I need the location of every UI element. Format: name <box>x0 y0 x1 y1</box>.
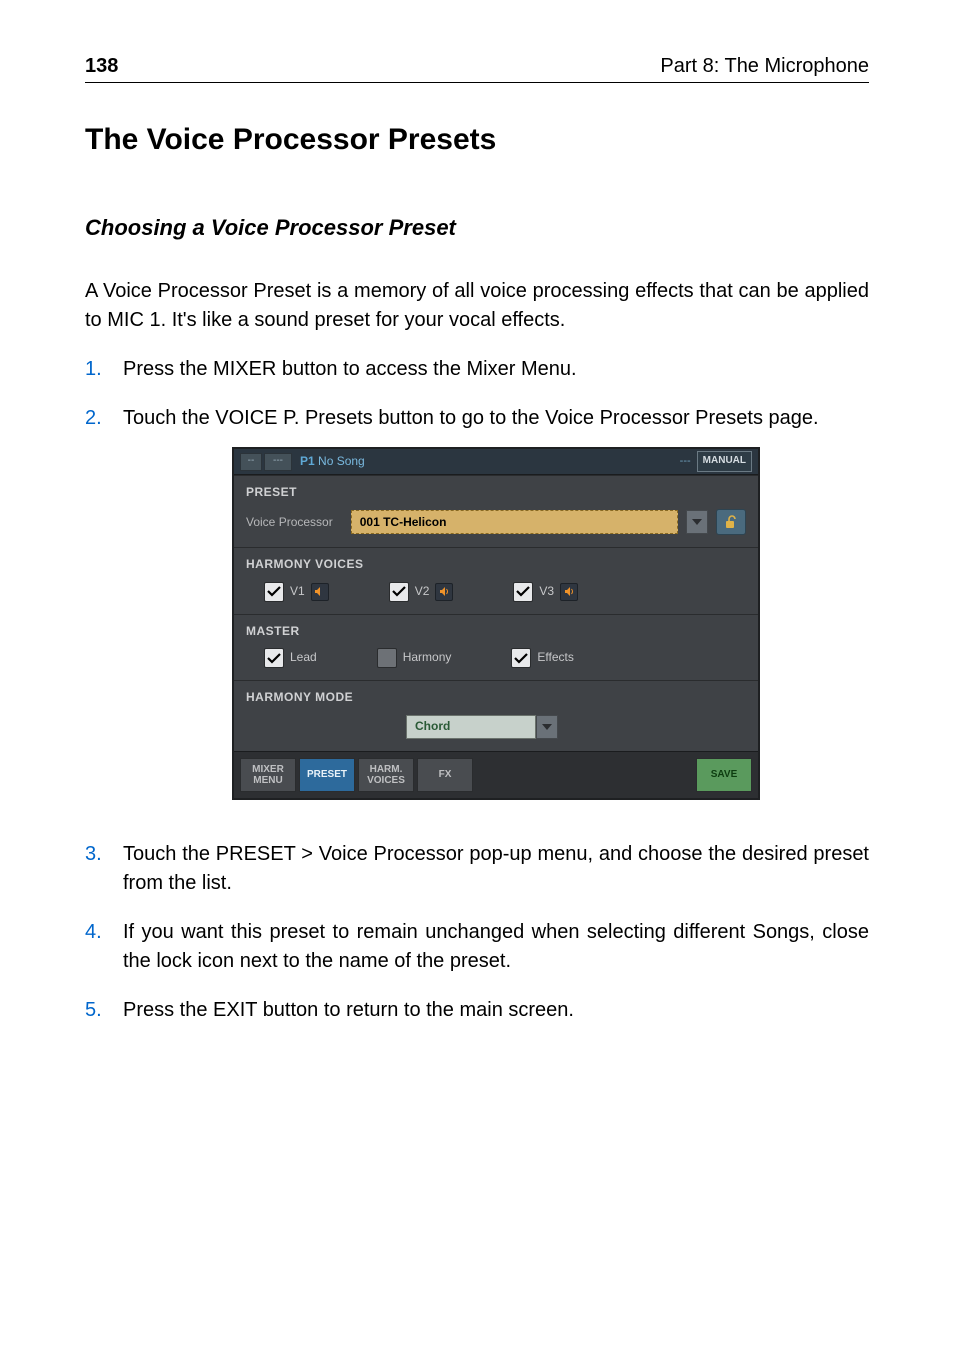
check-icon <box>516 586 530 597</box>
voice-2-checkbox[interactable] <box>389 582 409 602</box>
master-harmony-label: Harmony <box>403 649 452 666</box>
topbar-manual-button[interactable]: MANUAL <box>697 451 752 472</box>
chevron-down-icon <box>542 724 552 730</box>
tab-mixer-menu[interactable]: MIXER MENU <box>240 758 296 792</box>
topbar-dashes: --- <box>680 454 691 470</box>
tab-harm-l2: VOICES <box>367 775 405 786</box>
master-lead-label: Lead <box>290 649 317 666</box>
check-icon <box>267 586 281 597</box>
device-bottom-tabs: MIXER MENU PRESET HARM. VOICES FX SAVE <box>234 751 758 798</box>
preset-lock-button[interactable] <box>716 509 746 535</box>
step-3: Touch the PRESET > Voice Processor pop-u… <box>85 840 869 898</box>
harmony-mode-dropdown-button[interactable] <box>536 715 558 739</box>
device-window: -- --- P1 No Song --- MANUAL PRESET Voic… <box>232 447 760 800</box>
voice-3: V3 <box>513 582 578 602</box>
harmony-mode-section: HARMONY MODE Chord <box>234 680 758 750</box>
speaker-icon <box>439 586 450 597</box>
voice-2: V2 <box>389 582 454 602</box>
preset-sublabel: Voice Processor <box>246 514 333 531</box>
master-section: MASTER Lead Harmony <box>234 614 758 680</box>
harmony-voices-section: HARMONY VOICES V1 <box>234 547 758 613</box>
tab-harm-l1: HARM. <box>370 764 403 775</box>
tab-fx[interactable]: FX <box>417 758 473 792</box>
part-title: Part 8: The Microphone <box>660 55 869 78</box>
step-2: Touch the VOICE P. Presets button to go … <box>85 404 869 800</box>
device-screenshot: -- --- P1 No Song --- MANUAL PRESET Voic… <box>123 447 869 800</box>
step-4: If you want this preset to remain unchan… <box>85 918 869 976</box>
preset-section: PRESET Voice Processor 001 TC-Helicon <box>234 475 758 547</box>
voice-3-mute[interactable] <box>560 583 578 601</box>
device-topbar: -- --- P1 No Song --- MANUAL <box>234 449 758 475</box>
harmony-mode-label: HARMONY MODE <box>246 689 746 706</box>
lock-open-icon <box>724 515 738 529</box>
step-1: Press the MIXER button to access the Mix… <box>85 355 869 384</box>
check-icon <box>392 586 406 597</box>
tab-mixer-menu-l1: MIXER <box>252 764 284 775</box>
master-lead-checkbox[interactable] <box>264 648 284 668</box>
speaker-icon <box>564 586 575 597</box>
preset-value-field[interactable]: 001 TC-Helicon <box>351 510 678 534</box>
voice-1-label: V1 <box>290 583 305 600</box>
voice-1-checkbox[interactable] <box>264 582 284 602</box>
steps-list: Press the MIXER button to access the Mix… <box>85 355 869 1025</box>
voice-3-label: V3 <box>539 583 554 600</box>
step-2-text: Touch the VOICE P. Presets button to go … <box>123 407 819 429</box>
harmony-mode-field[interactable]: Chord <box>406 715 536 739</box>
check-icon <box>267 653 281 664</box>
master-harmony-checkbox[interactable] <box>377 648 397 668</box>
tab-harm-voices[interactable]: HARM. VOICES <box>358 758 414 792</box>
topbar-box-1[interactable]: -- <box>240 453 262 471</box>
harmony-voices-label: HARMONY VOICES <box>246 556 746 573</box>
preset-dropdown-button[interactable] <box>686 510 708 534</box>
voice-2-label: V2 <box>415 583 430 600</box>
voice-3-checkbox[interactable] <box>513 582 533 602</box>
voice-1-mute[interactable] <box>311 583 329 601</box>
master-lead: Lead <box>264 648 317 668</box>
tab-preset[interactable]: PRESET <box>299 758 355 792</box>
master-label: MASTER <box>246 623 746 640</box>
chevron-down-icon <box>692 519 702 525</box>
main-heading: The Voice Processor Presets <box>85 123 869 157</box>
preset-section-label: PRESET <box>246 484 746 501</box>
tab-mixer-menu-l2: MENU <box>253 775 282 786</box>
voice-1: V1 <box>264 582 329 602</box>
check-icon <box>514 653 528 664</box>
speaker-icon <box>314 586 325 597</box>
page-header: 138 Part 8: The Microphone <box>85 55 869 83</box>
master-effects: Effects <box>511 648 573 668</box>
master-harmony: Harmony <box>377 648 452 668</box>
master-effects-checkbox[interactable] <box>511 648 531 668</box>
page-number: 138 <box>85 55 118 78</box>
voice-2-mute[interactable] <box>435 583 453 601</box>
step-5: Press the EXIT button to return to the m… <box>85 996 869 1025</box>
topbar-p1: P1 <box>300 454 315 468</box>
master-effects-label: Effects <box>537 649 573 666</box>
sub-heading: Choosing a Voice Processor Preset <box>85 215 869 241</box>
topbar-title: P1 No Song <box>300 453 365 470</box>
tab-save[interactable]: SAVE <box>696 758 752 792</box>
intro-paragraph: A Voice Processor Preset is a memory of … <box>85 277 869 335</box>
topbar-song: No Song <box>318 454 365 468</box>
topbar-box-2[interactable]: --- <box>264 453 292 471</box>
